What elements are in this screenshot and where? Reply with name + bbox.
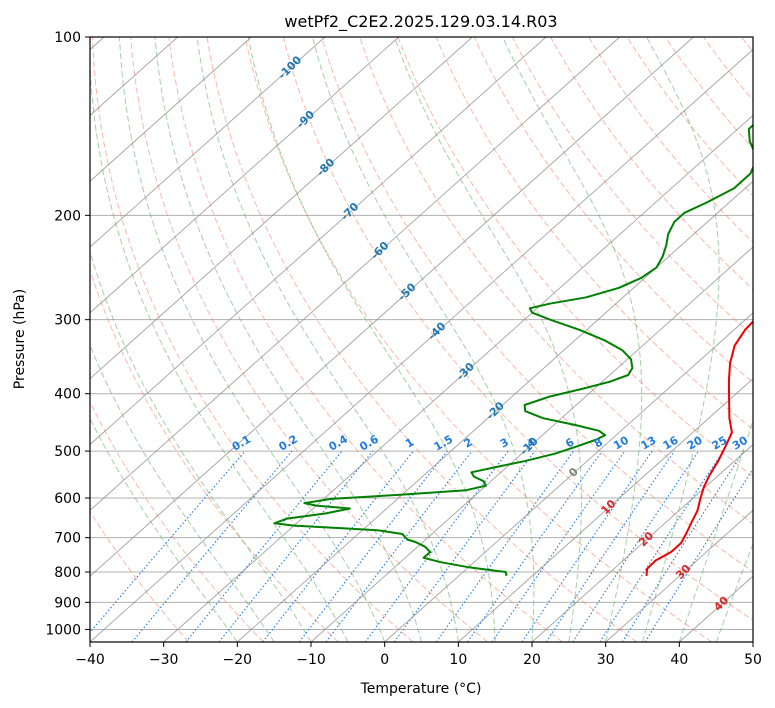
isotherm-line <box>90 48 753 642</box>
mixing-ratio-line <box>572 450 700 642</box>
x-tick-label: −10 <box>296 652 326 668</box>
isotherm-line <box>163 114 753 642</box>
y-tick-label: 300 <box>54 313 81 329</box>
dry-adiabat-line <box>588 37 753 244</box>
moist-adiabat-line <box>90 58 349 642</box>
x-tick-label: 10 <box>449 652 467 668</box>
moist-adiabat-line <box>678 419 753 642</box>
mixing-ratio-line <box>185 450 343 642</box>
x-axis-label: Temperature (°C) <box>360 681 482 697</box>
dry-adiabat-line <box>435 37 753 430</box>
dry-adiabat-line <box>91 37 414 642</box>
moist-adiabat-line <box>119 37 386 642</box>
isotherm-line <box>458 378 753 642</box>
x-tick-label: −20 <box>223 652 253 668</box>
moist-adiabat-line <box>90 344 275 642</box>
isotherm-line <box>90 37 326 248</box>
isotherm-layer <box>90 37 753 642</box>
dewpoint-profile-line <box>273 123 753 577</box>
series-layer <box>273 123 753 577</box>
moist-adiabat-line <box>311 37 535 642</box>
isotherm-line <box>90 37 547 446</box>
x-tick-label: 50 <box>744 652 762 668</box>
dry-adiabat-line <box>168 37 563 642</box>
dry-adiabat-line <box>359 37 753 525</box>
temperature-profile-line <box>645 320 753 576</box>
y-axis-label: Pressure (hPa) <box>12 289 28 389</box>
dry-adiabat-line <box>130 37 488 642</box>
moist-adiabat-line <box>247 37 496 642</box>
mixing-ratio-line <box>491 450 626 642</box>
dry-adiabat-line <box>512 37 753 337</box>
isotherm-line <box>237 180 753 642</box>
x-tick-label: −40 <box>75 652 105 668</box>
x-tick-label: 20 <box>523 652 541 668</box>
y-tick-label: 900 <box>54 595 81 611</box>
isotherm-line <box>605 509 753 642</box>
dry-adiabat-line <box>282 37 753 621</box>
isotherm-line <box>90 37 694 577</box>
y-tick-label: 500 <box>54 444 81 460</box>
mixing-ratio-line <box>644 467 753 642</box>
isotherm-line <box>90 37 620 511</box>
dry-adiabat-line <box>244 37 712 642</box>
isotherm-line <box>310 246 753 642</box>
dry-adiabat-line <box>206 37 638 642</box>
moist-adiabat-line <box>642 37 720 642</box>
y-tick-label: 1000 <box>45 622 81 638</box>
moist-adiabat-line <box>394 37 582 642</box>
mixing-ratio-line <box>364 450 509 642</box>
mixing-ratio-line <box>521 450 653 642</box>
y-axis-ticks: 100 200 300 400 500 600 700 800 900 1000 <box>45 30 90 638</box>
dry-adiabat-line <box>90 510 190 642</box>
isotherm-line <box>384 312 753 642</box>
isotherm-line <box>90 37 252 182</box>
y-tick-label: 400 <box>54 387 81 403</box>
isotherm-line <box>90 37 473 380</box>
y-tick-label: 600 <box>54 491 81 507</box>
x-tick-label: 0 <box>380 652 389 668</box>
moist-adiabat-line <box>502 37 643 642</box>
plot-frame <box>89 36 754 643</box>
moist-adiabat-line <box>196 37 459 642</box>
x-tick-label: −30 <box>149 652 179 668</box>
mixing-ratio-line <box>298 450 448 642</box>
y-tick-label: 800 <box>54 565 81 581</box>
y-tick-label: 100 <box>54 30 81 46</box>
dry-adiabat-line <box>626 37 753 197</box>
x-tick-label: 40 <box>670 652 688 668</box>
chart-title: wetPf2_C2E2.2025.129.03.14.R03 <box>284 12 557 32</box>
mixing-ratio-line <box>131 450 293 642</box>
mixing-ratio-line <box>90 450 246 634</box>
dry-adiabat-line <box>550 37 753 290</box>
moist-adiabat-line <box>90 417 238 642</box>
isotherm-line <box>531 443 753 642</box>
y-tick-label: 700 <box>54 531 81 547</box>
mixing-ratio-label: 36 <box>751 433 771 452</box>
dry-adiabat-line <box>397 37 753 477</box>
x-axis-ticks: −40 −30 −20 −10 0 10 20 30 40 50 <box>75 642 762 668</box>
mixing-ratio-line <box>325 450 473 642</box>
mixing-ratio-line <box>621 450 745 642</box>
y-tick-label: 200 <box>54 208 81 224</box>
moist-adiabat-line <box>154 37 422 642</box>
dry-adiabat-line <box>473 37 753 384</box>
x-tick-label: 30 <box>597 652 615 668</box>
isotherm-line <box>90 37 399 314</box>
mixing-ratio-line <box>218 450 374 642</box>
mixing-ratio-line <box>393 450 536 642</box>
mixing-ratio-line <box>599 450 724 642</box>
